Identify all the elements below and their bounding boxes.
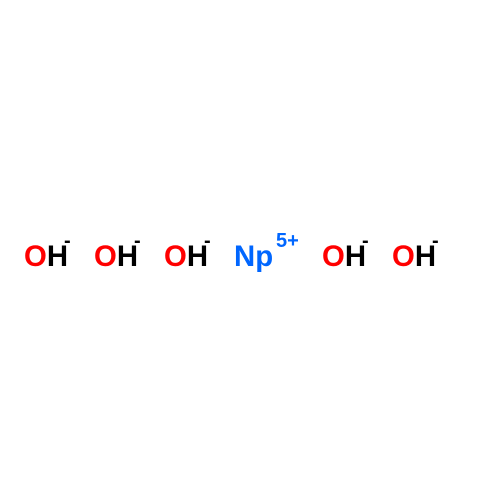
hydroxide-3-charge: - xyxy=(204,230,211,253)
hydroxide-4-charge: - xyxy=(362,230,369,253)
hydroxide-1: OH xyxy=(24,240,68,274)
hydroxide-5-charge: - xyxy=(432,230,439,253)
hydroxide-1-charge: - xyxy=(64,230,71,253)
oxygen-atom: O xyxy=(392,240,415,273)
hydroxide-2-charge: - xyxy=(134,230,141,253)
hydroxide-2: OH xyxy=(94,240,138,274)
structure-canvas: OH - OH - OH - Np 5+ OH - OH - xyxy=(0,0,500,500)
oxygen-atom: O xyxy=(24,240,47,273)
oxygen-atom: O xyxy=(164,240,187,273)
neptunium-atom-n: N xyxy=(234,240,255,273)
hydroxide-5: OH xyxy=(392,240,436,274)
oxygen-atom: O xyxy=(322,240,345,273)
oxygen-atom: O xyxy=(94,240,117,273)
neptunium-charge: 5+ xyxy=(276,230,299,253)
neptunium-ion: Np xyxy=(234,240,273,274)
neptunium-atom-p: p xyxy=(255,240,273,273)
hydroxide-3: OH xyxy=(164,240,208,274)
hydroxide-4: OH xyxy=(322,240,366,274)
